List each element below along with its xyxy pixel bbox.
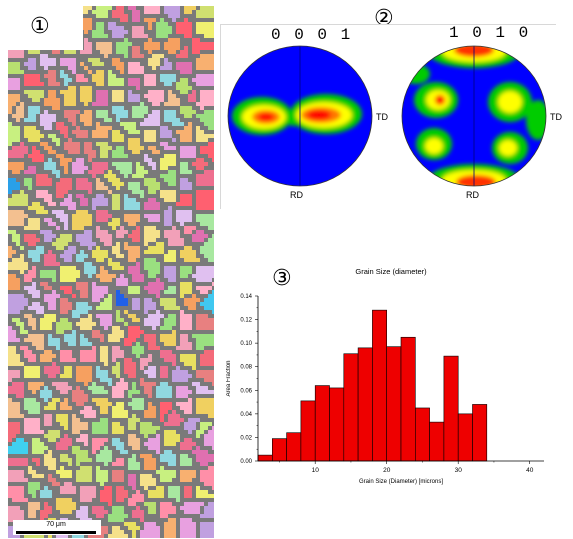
histogram-bar — [400, 336, 416, 462]
y-tick-label: 0.02 — [240, 435, 252, 441]
histogram-bar — [357, 347, 373, 462]
pole-figure-2-rd: RD — [466, 190, 479, 200]
pole-figure-2-td: TD — [550, 112, 562, 122]
y-tick-label: 0.04 — [240, 412, 252, 418]
histogram-bar — [443, 355, 459, 462]
pole-figure-1-title: 0 0 0 1 — [271, 26, 353, 44]
scale-bar-label: 70 μm — [46, 521, 66, 528]
histogram-bar — [386, 346, 402, 462]
histogram-bar — [329, 387, 345, 462]
histogram-bar — [271, 438, 287, 462]
pole-figure-0001 — [227, 45, 373, 187]
x-tick-label: 20 — [383, 467, 391, 474]
pf1-outline — [227, 45, 373, 187]
histogram-bar — [300, 400, 316, 462]
y-tick-label: 0.10 — [240, 341, 252, 347]
chart-title: Grain Size (diameter) — [355, 267, 427, 276]
histogram-bar — [314, 385, 330, 462]
scale-bar — [16, 531, 96, 534]
x-tick-label: 40 — [526, 467, 534, 474]
y-tick-label: 0.08 — [240, 365, 252, 371]
pf1-intensity-contours — [232, 94, 362, 135]
x-tick-label: 30 — [455, 467, 463, 474]
ebsd-orientation-map — [8, 6, 214, 538]
histogram-bar — [472, 404, 488, 462]
pole-figure-2-title: 1 0 1 0 — [449, 24, 531, 42]
histogram-bar — [343, 353, 359, 462]
histogram-bar — [457, 413, 473, 462]
histogram-bar — [372, 309, 387, 462]
label-background — [8, 6, 83, 50]
y-tick-label: 0.12 — [240, 318, 252, 324]
pole-figure-1-rd: RD — [290, 190, 303, 200]
grain-size-histogram: Grain Size (diameter) 0.00 0.02 0.04 0.06 0.0… — [226, 267, 544, 485]
pole-figure-1010 — [401, 45, 547, 187]
y-tick-label: 0.06 — [240, 388, 252, 394]
x-tick-label: 10 — [312, 467, 320, 474]
pf2-outline — [401, 45, 547, 187]
histogram-bar — [415, 407, 430, 462]
pole-figure-1-td: TD — [376, 112, 388, 122]
panel-3-label: ③ — [272, 266, 292, 291]
x-axis-label: Grain Size (Diameter) [microns] — [359, 479, 443, 485]
y-tick-label: 0.14 — [240, 294, 252, 300]
histogram-bar — [257, 454, 273, 462]
y-axis-label: Area Fraction — [226, 360, 232, 396]
histogram-bar — [286, 432, 302, 462]
panel-1-label: ① — [30, 14, 50, 39]
y-tick-label: 0.00 — [240, 459, 252, 465]
histogram-bar — [429, 421, 445, 462]
